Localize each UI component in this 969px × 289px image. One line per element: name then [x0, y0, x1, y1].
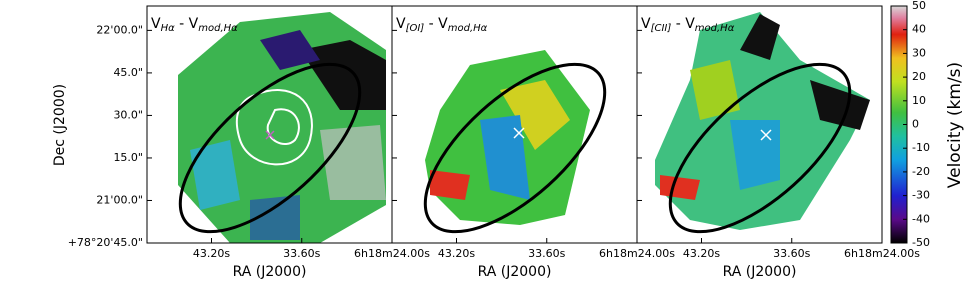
panel-title: V[OI] - Vmod,Hα — [396, 16, 488, 34]
x-tick-label: 33.60s — [528, 247, 565, 260]
title-text: V — [151, 16, 161, 32]
title-subscript: mod,Hα — [198, 23, 238, 34]
title-text: - V — [671, 16, 695, 32]
colorbar-tick-label: 10 — [912, 94, 926, 107]
title-text: V — [396, 16, 406, 32]
x-tick-label: 43.20s — [438, 247, 475, 260]
colorbar-tick-label: -40 — [912, 212, 930, 225]
colorbar-tick-label: -50 — [912, 236, 930, 249]
ellipse — [178, 62, 362, 234]
colorbar-tick-label: 0 — [912, 118, 919, 131]
ellipses — [178, 62, 852, 234]
x-tick-label: 6h18m24.00s — [844, 247, 920, 260]
colorbar-tick-label: 50 — [912, 0, 926, 12]
title-text: - V — [424, 16, 448, 32]
x-axis-label: RA (J2000) — [723, 264, 797, 280]
panel-frame — [636, 5, 883, 244]
y-tick-label: 30.0" — [113, 108, 143, 121]
y-axis-label: Dec (J2000) — [52, 84, 68, 166]
colorbar-label: Velocity (km/s) — [945, 62, 965, 188]
y-tick-label: +78°20'45.0" — [68, 236, 143, 249]
title-text: V — [641, 16, 651, 32]
colorbar-tick-label: -20 — [912, 165, 930, 178]
map-halpha — [178, 12, 386, 243]
title-subscript: [OI] — [406, 23, 425, 34]
x-tick-label: 33.60s — [283, 247, 320, 260]
y-tick-label: 15.0" — [113, 151, 143, 164]
x-tick-label: 43.20s — [193, 247, 230, 260]
colorbar-tick-label: 30 — [912, 46, 926, 59]
x-tick-label: 6h18m24.00s — [599, 247, 675, 260]
center-marker — [513, 127, 525, 139]
y-tick-label: 22'00.0" — [96, 23, 143, 36]
y-tick-label: 21'00.0" — [96, 193, 143, 206]
colorbar-tick-label: -30 — [912, 189, 930, 202]
x-axis-label: RA (J2000) — [233, 264, 307, 280]
title-subscript: [CII] — [651, 23, 672, 34]
ellipse — [423, 62, 607, 234]
x-tick-label: 6h18m24.00s — [354, 247, 430, 260]
colorbar-tick-label: -10 — [912, 141, 930, 154]
panel-title: V[CII] - Vmod,Hα — [641, 16, 735, 34]
ellipse — [668, 62, 852, 234]
colorbar-tick-label: 20 — [912, 70, 926, 83]
title-subscript: mod,Hα — [448, 23, 488, 34]
title-subscript: mod,Hα — [695, 23, 735, 34]
panel-title: VHα - Vmod,Hα — [151, 16, 238, 34]
title-subscript: Hα — [161, 23, 176, 34]
x-tick-label: 33.60s — [773, 247, 810, 260]
map-cii — [655, 12, 870, 230]
center-marker — [760, 129, 772, 141]
title-text: - V — [175, 16, 199, 32]
colorbar-tick-label: 40 — [912, 23, 926, 36]
y-tick-label: 45.0" — [113, 66, 143, 79]
map-oi — [425, 50, 590, 225]
center-marker — [265, 130, 275, 140]
x-tick-label: 43.20s — [683, 247, 720, 260]
markers — [265, 127, 772, 141]
x-axis-label: RA (J2000) — [478, 264, 552, 280]
